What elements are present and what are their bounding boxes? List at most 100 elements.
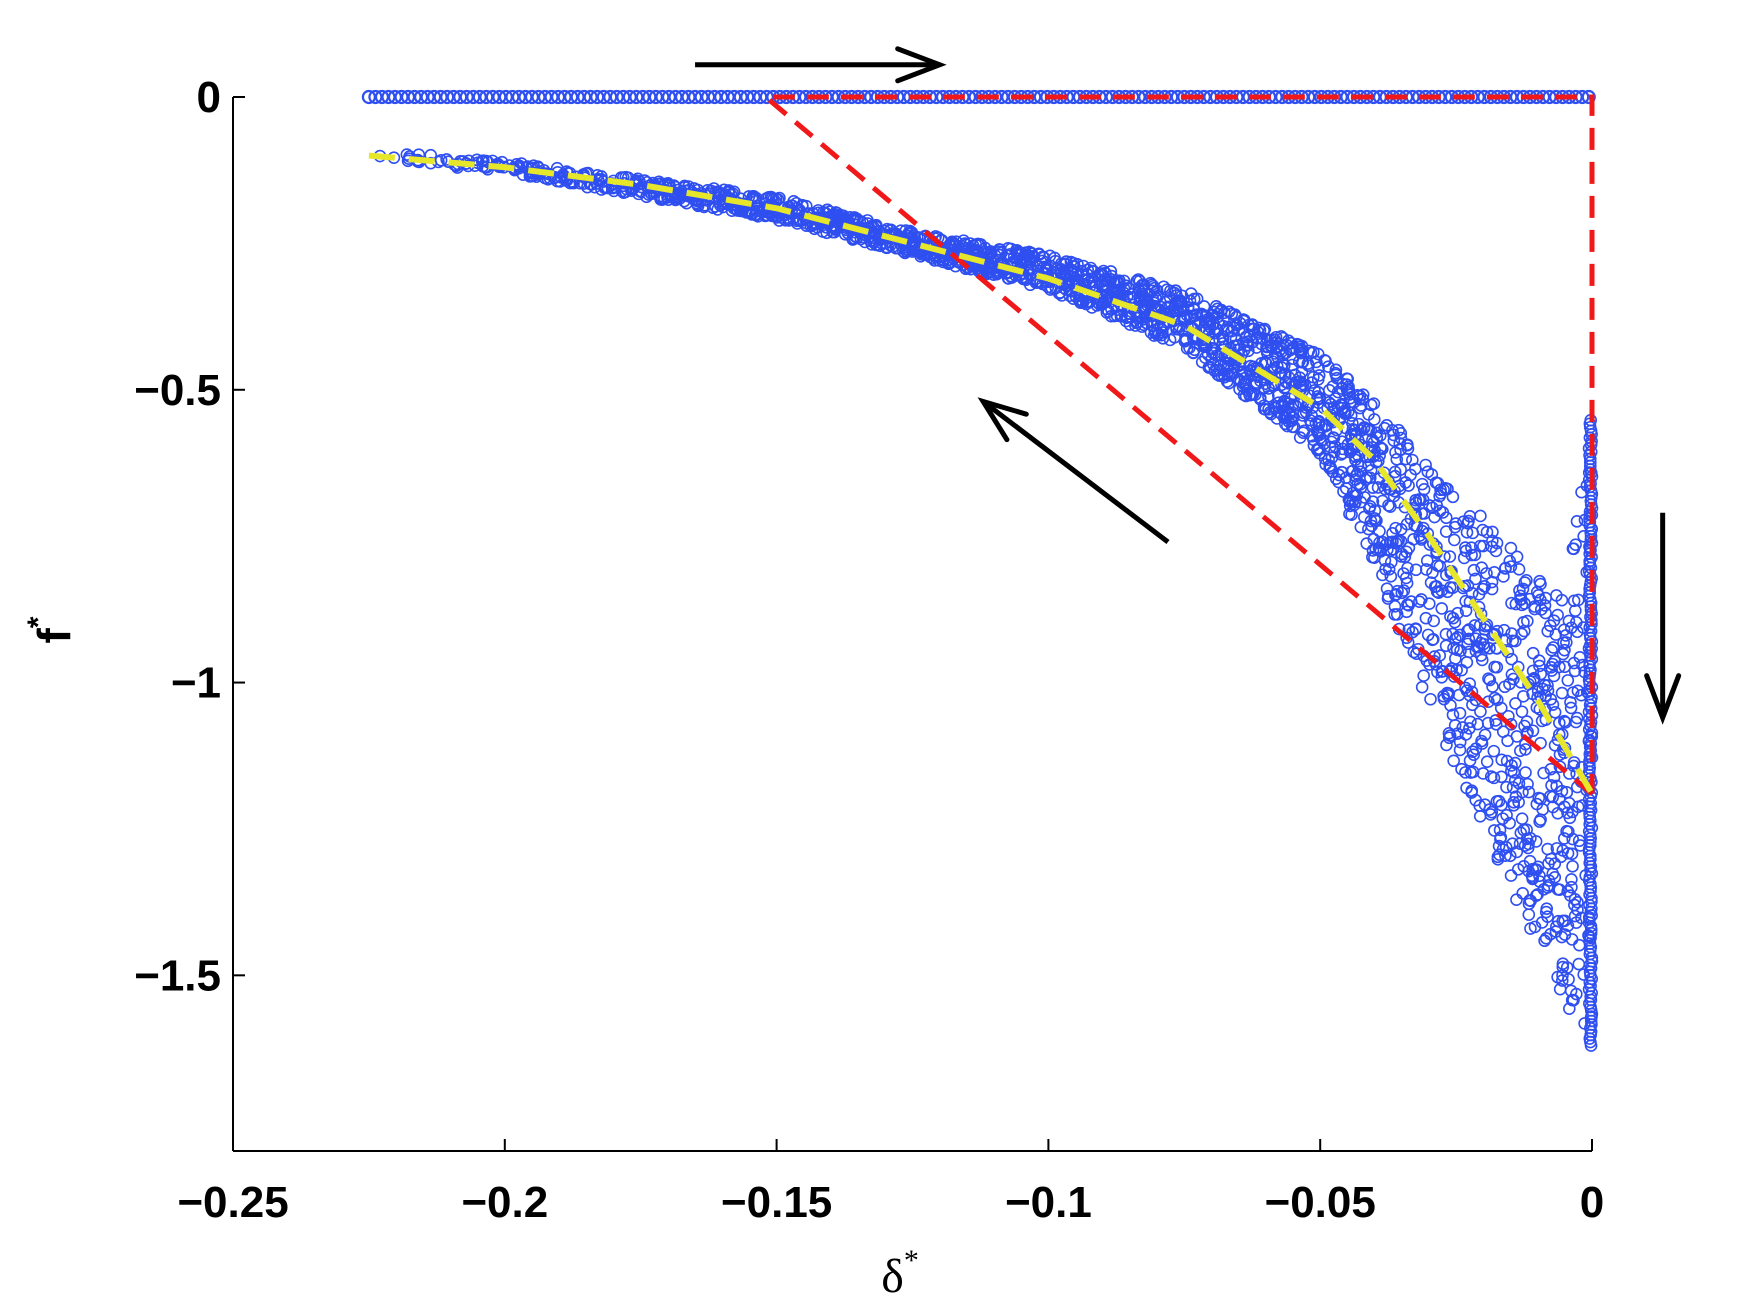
scatter-point <box>1532 654 1546 667</box>
scatter-point <box>1572 957 1586 971</box>
scatter-point <box>1296 426 1310 439</box>
scatter-point <box>1546 641 1560 654</box>
scatter-point <box>1023 268 1037 282</box>
scatter-point <box>1469 572 1482 586</box>
scatter-point <box>1443 550 1457 563</box>
scatter-point <box>944 255 957 269</box>
scatter-point <box>902 243 916 257</box>
x-axis-title-superscript: * <box>904 1244 919 1277</box>
scatter-point <box>655 193 669 207</box>
scatter-point <box>1515 627 1528 641</box>
scatter-point <box>1211 307 1224 321</box>
scatter-point <box>1488 691 1502 705</box>
scatter-point <box>1544 660 1558 674</box>
scatter-point <box>1222 305 1236 319</box>
scatter-point <box>1480 567 1493 580</box>
scatter-point <box>1459 604 1473 617</box>
scatter-point <box>632 187 645 201</box>
scatter-point <box>1553 660 1566 674</box>
scatter-point <box>1530 585 1544 599</box>
x-tick-label: −0.25 <box>177 1178 288 1227</box>
scatter-point <box>1461 624 1474 638</box>
scatter-point <box>1455 663 1468 677</box>
scatter-point <box>1539 932 1553 945</box>
scatter-point <box>1019 258 1033 271</box>
scatter-point <box>1517 616 1530 629</box>
scatter-point <box>1424 692 1437 706</box>
scatter-point <box>1565 880 1578 894</box>
scatter-point <box>1311 390 1324 403</box>
scatter-point <box>1419 563 1433 576</box>
scatter-point <box>928 254 941 267</box>
scatter-point <box>790 196 803 210</box>
scatter-point <box>1469 742 1483 756</box>
scatter-point <box>1537 882 1551 896</box>
scatter-point <box>1466 698 1479 712</box>
scatter-point <box>797 213 810 227</box>
scatter-point <box>1523 894 1536 907</box>
scatter-point <box>1545 779 1558 792</box>
scatter-point <box>1558 928 1572 941</box>
y-tick-label: −1.5 <box>134 951 221 1000</box>
scatter-point <box>1507 766 1521 779</box>
scatter-point <box>1504 717 1518 731</box>
arrow-up-left-shaft <box>981 399 1170 545</box>
scatter-point <box>750 191 763 205</box>
scatter-point <box>1425 468 1439 481</box>
scatter-point <box>697 200 711 214</box>
scatter-point <box>1464 715 1477 729</box>
scatter-point <box>1537 766 1550 780</box>
scatter-point <box>1437 483 1450 497</box>
scatter-point <box>1459 728 1473 741</box>
scatter-point <box>1504 541 1518 555</box>
scatter-point <box>1332 468 1346 482</box>
scatter-point <box>1446 490 1460 504</box>
scatter-point <box>1197 300 1211 313</box>
scatter-point <box>1553 982 1567 996</box>
scatter-point <box>1366 550 1379 564</box>
scatter-point <box>1104 265 1118 278</box>
scatter-point <box>1510 893 1523 906</box>
scatter-point <box>1415 477 1429 491</box>
scatter-point <box>1443 665 1456 678</box>
scatter-point <box>1516 886 1529 900</box>
scatter-point <box>1423 597 1436 610</box>
scatter-point <box>1544 762 1558 776</box>
scatter-point <box>1562 825 1575 838</box>
scatter-point <box>1057 266 1071 280</box>
scatter-point <box>1246 319 1259 332</box>
scatter-point <box>1513 584 1526 597</box>
scatter-point <box>1517 690 1530 703</box>
scatter-point <box>1180 342 1194 355</box>
scatter-point <box>1318 353 1332 367</box>
scatter-point <box>1546 698 1560 711</box>
scatter-point <box>1566 860 1579 873</box>
scatter-point <box>1432 586 1445 599</box>
scatter-point <box>791 217 804 230</box>
scatter-point <box>1136 313 1150 326</box>
scatter-point <box>1076 296 1090 310</box>
scatter-point <box>1483 673 1497 687</box>
x-axis-title-symbol: δ <box>881 1250 904 1303</box>
scatter-point <box>1415 680 1429 694</box>
scatter-point <box>588 180 602 194</box>
scatter-point <box>1339 405 1352 419</box>
scatter-point <box>1170 289 1183 302</box>
scatter-point <box>1527 673 1540 686</box>
scatter-point <box>1465 548 1478 562</box>
scatter-point <box>1329 363 1343 377</box>
scatter-point <box>1406 453 1419 467</box>
scatter-point-top <box>1581 89 1596 105</box>
scatter-point <box>1503 849 1517 863</box>
scatter-point <box>1519 766 1532 779</box>
scatter-point <box>1565 873 1578 886</box>
scatter-point <box>745 207 758 220</box>
scatter-point <box>1541 624 1555 638</box>
scatter-point <box>1433 504 1447 518</box>
scatter-point <box>1370 426 1383 440</box>
scatter-point <box>1517 823 1531 837</box>
scatter-point <box>1293 340 1306 354</box>
scatter-point <box>1500 754 1514 768</box>
scatter-point <box>615 184 629 198</box>
scatter-point <box>1495 753 1509 767</box>
